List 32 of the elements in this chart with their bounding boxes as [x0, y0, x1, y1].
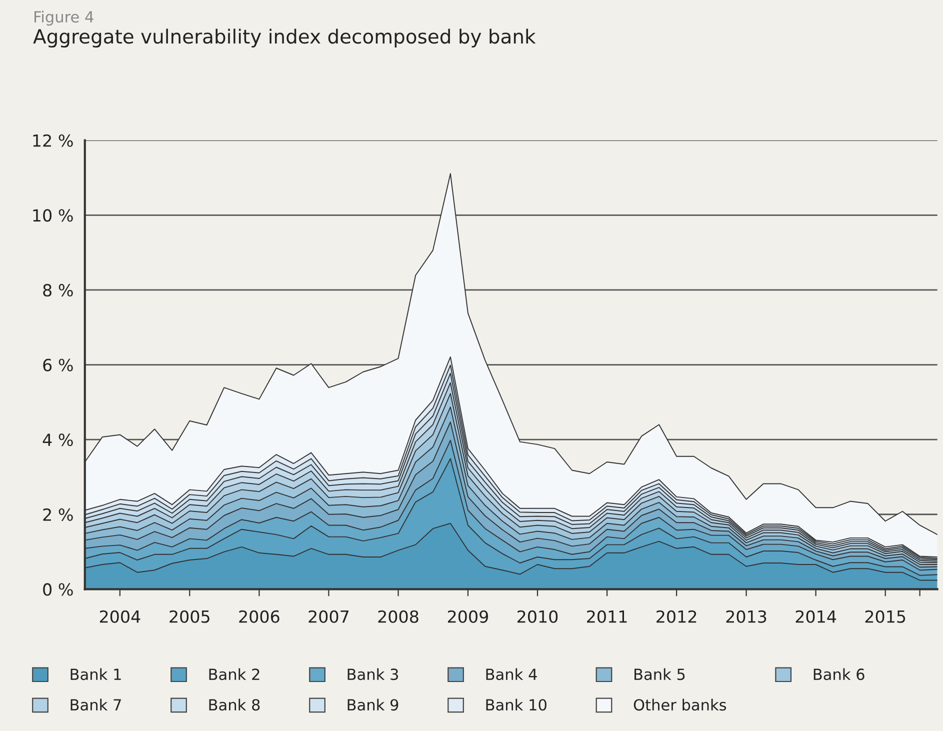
y-tick-label: 4 % — [42, 434, 73, 446]
y-tick-label: 8 % — [43, 284, 73, 297]
legend-label: Bank 4 — [486, 668, 537, 680]
legend-label: Bank 3 — [348, 668, 398, 680]
x-tick-label: 2011 — [587, 610, 627, 623]
y-tick-label: 2 % — [43, 508, 73, 521]
legend-label: Bank 6 — [814, 668, 864, 680]
legend-label: Other banks — [634, 698, 726, 711]
x-tick-label: 2004 — [100, 610, 140, 623]
legend-label: Bank 5 — [634, 668, 685, 680]
y-tick-label: 0 % — [43, 583, 73, 596]
chart-title: Aggregate vulnerability index decomposed by bank — [33, 28, 536, 48]
x-tick-label: 2009 — [448, 610, 488, 623]
legend-label: Bank 1 — [70, 668, 121, 680]
x-tick-label: 2008 — [378, 610, 418, 623]
caption: Figure 4 — [34, 10, 94, 26]
x-tick-label: 2010 — [518, 610, 558, 623]
legend-label: Bank 8 — [209, 698, 260, 711]
y-tick-label: 10 % — [33, 209, 73, 222]
x-tick-label: 2014 — [796, 610, 836, 623]
legend-label: Bank 7 — [70, 698, 121, 711]
x-tick-label: 2012 — [656, 610, 696, 623]
y-tick-label: 12 % — [33, 134, 73, 147]
legend-label: Bank 10 — [486, 698, 546, 711]
legend-label: Bank 2 — [209, 668, 260, 680]
x-tick-label: 2013 — [726, 610, 766, 623]
x-tick-label: 2015 — [865, 610, 906, 623]
x-tick-label: 2006 — [239, 610, 280, 623]
legend-label: Bank 9 — [348, 698, 398, 711]
y-tick-label: 6 % — [43, 358, 73, 372]
x-tick-label: 2005 — [170, 610, 210, 623]
x-tick-label: 2007 — [308, 610, 348, 623]
